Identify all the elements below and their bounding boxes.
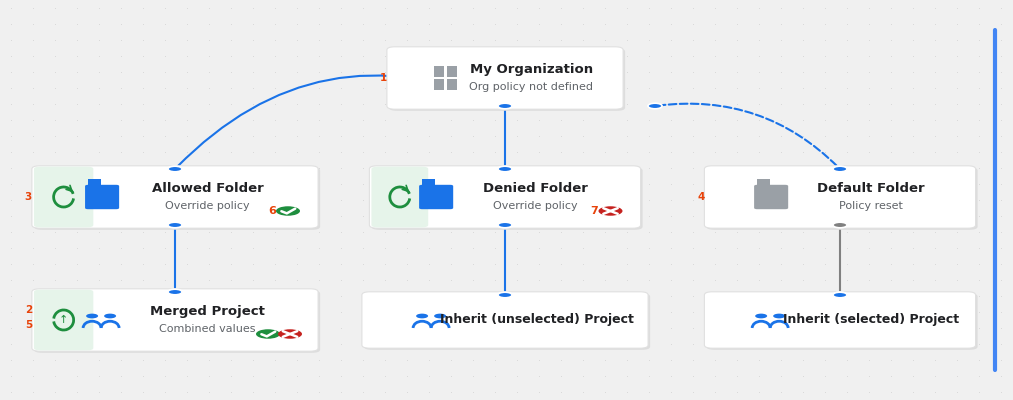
Circle shape — [168, 222, 182, 228]
Bar — [757, 179, 770, 186]
Circle shape — [276, 206, 300, 216]
FancyBboxPatch shape — [372, 166, 428, 227]
FancyBboxPatch shape — [389, 48, 625, 111]
FancyBboxPatch shape — [704, 166, 976, 228]
Text: Org policy not defined: Org policy not defined — [469, 82, 594, 92]
FancyBboxPatch shape — [33, 290, 93, 350]
FancyBboxPatch shape — [362, 292, 648, 348]
Text: 2: 2 — [24, 305, 32, 315]
Circle shape — [498, 166, 513, 172]
FancyBboxPatch shape — [419, 185, 453, 209]
Circle shape — [755, 314, 767, 318]
Bar — [395, 169, 422, 225]
FancyBboxPatch shape — [31, 289, 318, 351]
Text: Policy reset: Policy reset — [839, 201, 903, 211]
FancyBboxPatch shape — [370, 166, 640, 228]
FancyBboxPatch shape — [754, 185, 788, 209]
Circle shape — [435, 314, 446, 318]
Circle shape — [168, 289, 182, 295]
Circle shape — [599, 206, 623, 216]
Circle shape — [498, 103, 513, 109]
Circle shape — [416, 314, 428, 318]
FancyBboxPatch shape — [85, 185, 120, 209]
Circle shape — [833, 222, 847, 228]
Text: ↑: ↑ — [59, 315, 68, 325]
Text: Denied Folder: Denied Folder — [483, 182, 588, 196]
FancyBboxPatch shape — [33, 290, 320, 353]
FancyBboxPatch shape — [33, 167, 320, 230]
Bar — [435, 80, 444, 90]
Circle shape — [833, 166, 847, 172]
Text: 4: 4 — [697, 192, 704, 202]
Bar — [447, 80, 457, 90]
Bar — [59, 292, 87, 348]
Circle shape — [833, 292, 847, 298]
FancyBboxPatch shape — [372, 167, 642, 230]
Circle shape — [773, 314, 785, 318]
Text: 7: 7 — [591, 206, 599, 216]
FancyBboxPatch shape — [706, 167, 978, 230]
Text: Override policy: Override policy — [493, 201, 577, 211]
Circle shape — [833, 292, 847, 298]
Text: Combined values: Combined values — [159, 324, 255, 334]
Text: Allowed Folder: Allowed Folder — [152, 182, 263, 196]
Text: Inherit (unselected) Project: Inherit (unselected) Project — [441, 314, 634, 326]
Bar — [447, 66, 457, 76]
FancyBboxPatch shape — [704, 292, 976, 348]
Circle shape — [648, 103, 663, 109]
Circle shape — [278, 329, 302, 339]
Circle shape — [86, 314, 98, 318]
Text: Default Folder: Default Folder — [816, 182, 925, 196]
Circle shape — [104, 314, 116, 318]
FancyBboxPatch shape — [706, 294, 978, 350]
Text: Merged Project: Merged Project — [150, 306, 264, 318]
FancyBboxPatch shape — [31, 166, 318, 228]
Text: My Organization: My Organization — [470, 64, 593, 76]
Bar — [435, 66, 444, 76]
Text: 1: 1 — [380, 73, 387, 83]
Circle shape — [498, 292, 513, 298]
Text: 5: 5 — [24, 320, 32, 330]
Text: Inherit (selected) Project: Inherit (selected) Project — [782, 314, 958, 326]
FancyBboxPatch shape — [364, 294, 650, 350]
Text: 3: 3 — [24, 192, 32, 202]
Bar — [422, 179, 436, 186]
FancyBboxPatch shape — [33, 166, 93, 227]
Bar — [88, 179, 101, 186]
Bar — [59, 169, 87, 225]
Circle shape — [498, 222, 513, 228]
Circle shape — [168, 166, 182, 172]
Circle shape — [256, 329, 280, 339]
Text: Override policy: Override policy — [165, 201, 250, 211]
FancyBboxPatch shape — [387, 47, 623, 109]
Text: 6: 6 — [268, 206, 276, 216]
